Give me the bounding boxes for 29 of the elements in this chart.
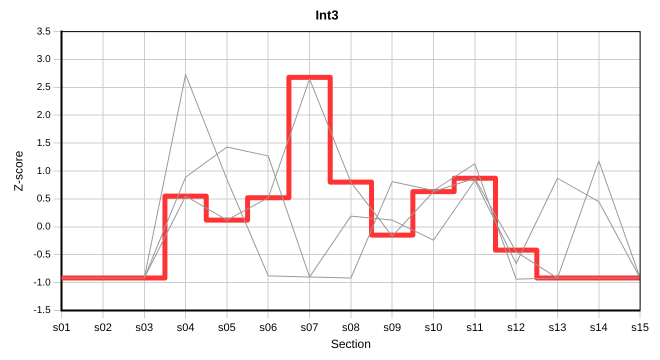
x-tick-label: s12 [507,322,526,334]
x-tick-label: s15 [631,322,650,334]
y-tick-label: 3.0 [36,54,52,66]
y-tick-label: -0.5 [33,249,52,260]
x-tick-label: s04 [176,322,194,334]
x-tick-label: s09 [383,322,402,334]
x-tick-label: s05 [218,322,236,334]
x-tick-label: s02 [94,322,112,334]
y-tick-label: 2.5 [36,82,52,94]
y-tick-label: -1.0 [33,277,52,288]
y-tick-label: 0.0 [36,222,52,233]
y-tick-label: 1.5 [36,138,52,149]
y-tick-label: 2.0 [36,110,52,121]
y-axis-title: Z-score [12,150,26,192]
y-tick-label: 3.5 [36,26,52,38]
y-tick-label: -1.5 [33,305,52,316]
x-tick-label: s11 [466,322,484,334]
x-tick-label: s03 [135,322,154,334]
y-tick-label: 1.0 [36,166,52,177]
x-tick-label: s07 [300,322,318,334]
x-tick-label: s10 [424,322,442,334]
x-tick-label: s01 [52,322,71,334]
x-axis-title: Section [330,337,371,352]
x-tick-label: s06 [259,322,278,334]
chart-title: Int3 [315,7,339,22]
x-tick-label: s13 [548,322,566,334]
x-tick-label: s08 [342,322,360,334]
x-tick-label: s14 [590,322,608,334]
y-tick-label: 0.5 [36,194,52,205]
